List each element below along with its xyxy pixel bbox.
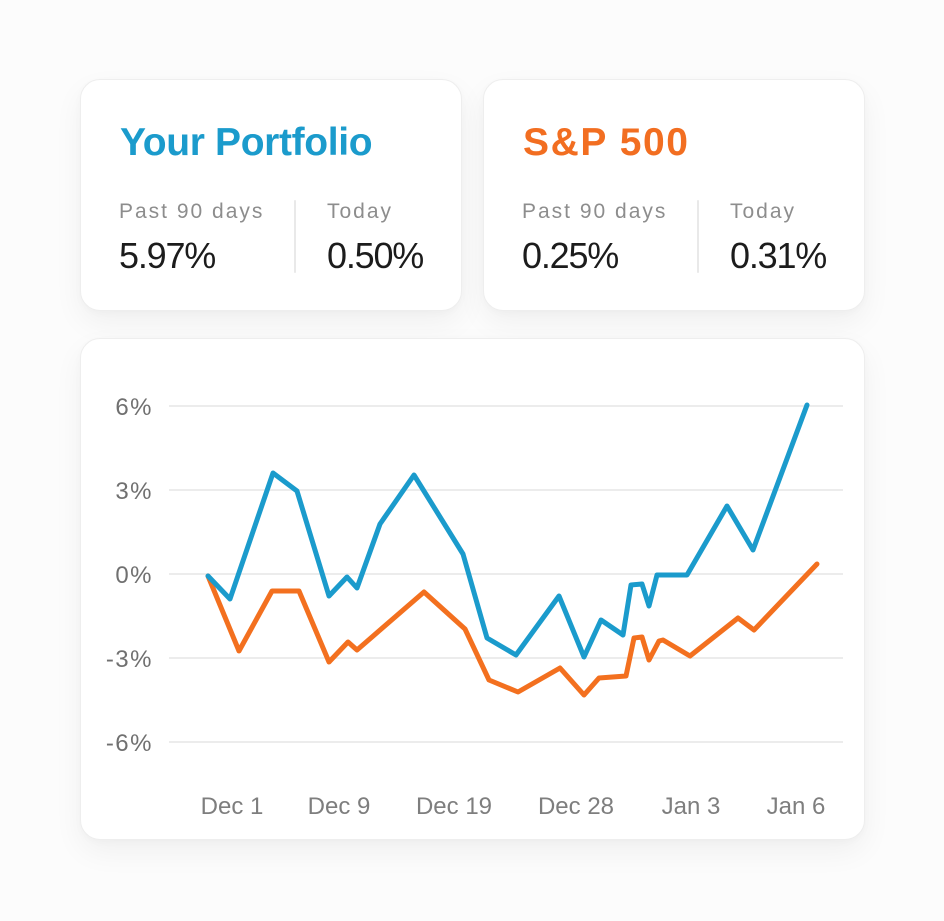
- svg-text:6%: 6%: [115, 394, 153, 421]
- svg-text:-6%: -6%: [106, 730, 153, 757]
- svg-text:Dec 19: Dec 19: [416, 793, 492, 820]
- svg-text:Jan 6: Jan 6: [767, 793, 826, 820]
- svg-text:0%: 0%: [115, 562, 153, 589]
- svg-text:Jan 3: Jan 3: [662, 793, 721, 820]
- svg-text:3%: 3%: [115, 478, 153, 505]
- svg-text:Dec 1: Dec 1: [201, 793, 264, 820]
- svg-text:Dec 9: Dec 9: [308, 793, 371, 820]
- svg-text:Dec 28: Dec 28: [538, 793, 614, 820]
- svg-text:-3%: -3%: [106, 646, 153, 673]
